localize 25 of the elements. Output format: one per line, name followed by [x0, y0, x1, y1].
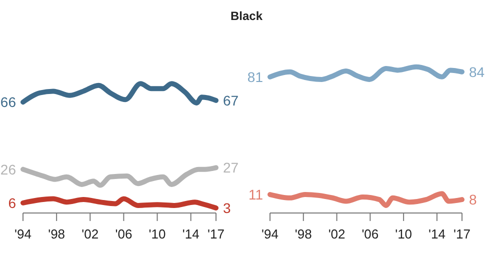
data-label: 6 — [8, 194, 16, 211]
data-label: 84 — [469, 64, 485, 80]
x-tick-label: '14 — [428, 226, 446, 242]
x-tick-label: '94 — [262, 226, 278, 242]
x-tick-label: '10 — [395, 226, 412, 242]
x-tick-label: '06 — [362, 226, 379, 242]
x-tick-label: '98 — [294, 226, 312, 242]
x-tick-label: '06 — [115, 226, 132, 242]
x-tick-label: '17 — [454, 226, 470, 242]
data-label: 26 — [0, 161, 16, 178]
data-label: 66 — [0, 94, 16, 110]
data-label: 8 — [469, 192, 477, 208]
x-tick-label: '94 — [14, 226, 32, 242]
data-label: 27 — [223, 160, 239, 176]
data-label: 11 — [248, 186, 264, 203]
x-tick-label: '02 — [328, 226, 346, 242]
x-tick-label: '02 — [82, 226, 99, 242]
x-tick-label: '98 — [48, 226, 66, 242]
data-label: 67 — [223, 92, 239, 108]
x-tick-label: '10 — [148, 226, 166, 242]
text: Black — [230, 9, 263, 23]
x-tick-label: '17 — [208, 226, 224, 242]
data-label: 3 — [223, 200, 231, 216]
data-label: 81 — [247, 68, 264, 85]
x-tick-label: '14 — [182, 226, 200, 242]
